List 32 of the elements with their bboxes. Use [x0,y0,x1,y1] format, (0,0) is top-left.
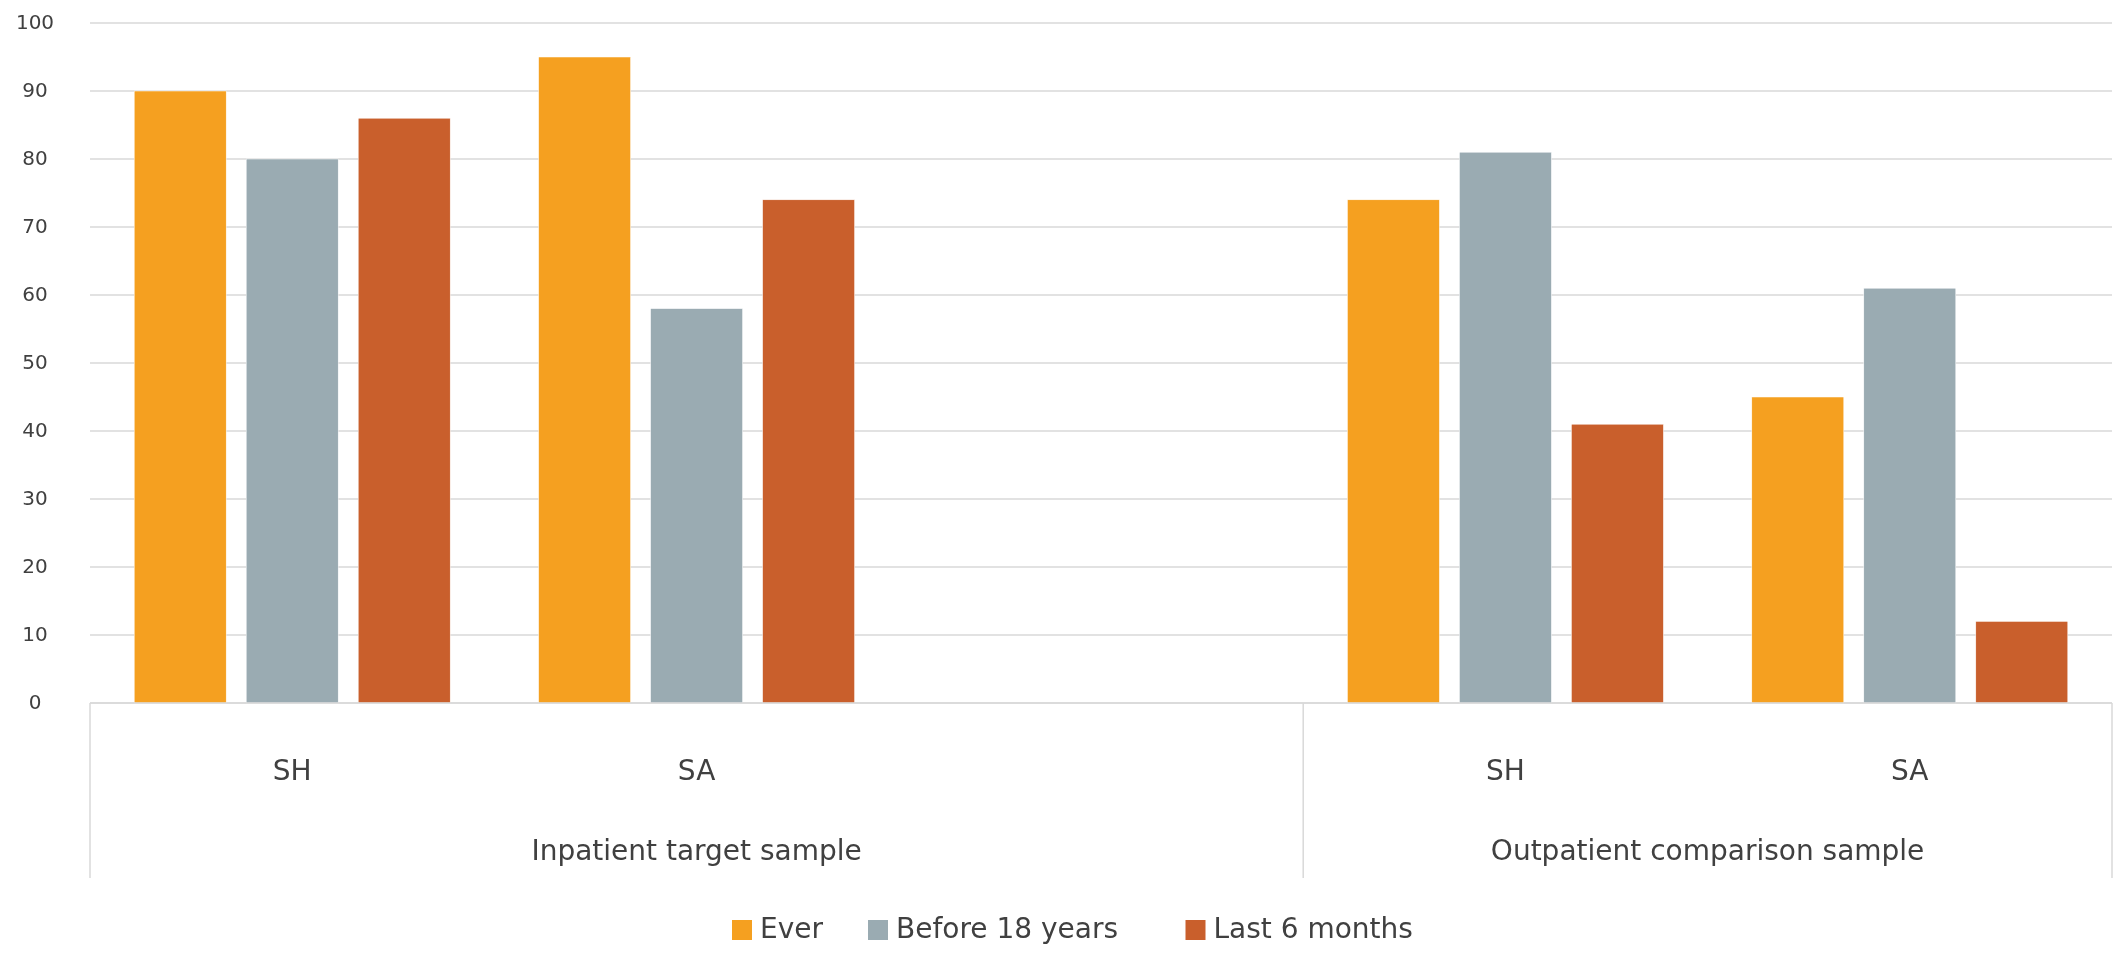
y-tick-label: 10 [22,621,48,646]
x-tick-label: SH [272,754,312,787]
y-tick-label: 90 [22,77,48,102]
bar [1347,199,1440,704]
y-tick-label: 0 [28,689,42,714]
bar [133,90,227,704]
bar [1751,396,1845,704]
x-tick-label: SH [1485,754,1525,787]
bar [245,158,339,704]
y-tick-label: 60 [22,281,48,306]
bar [1975,621,2069,704]
text: Outpatient comparison sample [1490,834,1925,867]
y-tick-label: 30 [22,485,48,510]
legend-label: Last 6 months [1213,912,1413,945]
bar [357,117,451,704]
y-tick-label: 70 [22,213,48,238]
y-tick-label: 40 [22,417,48,442]
x-tick-label: SA [677,754,716,787]
legend-label: Ever [760,912,824,945]
bar [1459,151,1552,704]
text: Inpatient target sample [531,834,862,867]
bar [1863,287,1957,704]
bar [650,308,743,704]
bar [538,56,631,704]
x-tick-label: SA [1891,754,1929,787]
y-tick-label: 20 [22,553,48,578]
bar [762,199,855,704]
bar [1571,423,1664,704]
y-tick-label: 50 [22,349,48,374]
y-tick-label: 80 [22,145,48,170]
legend-label: Before 18 years [896,912,1119,945]
y-tick-label: 100 [15,9,55,34]
